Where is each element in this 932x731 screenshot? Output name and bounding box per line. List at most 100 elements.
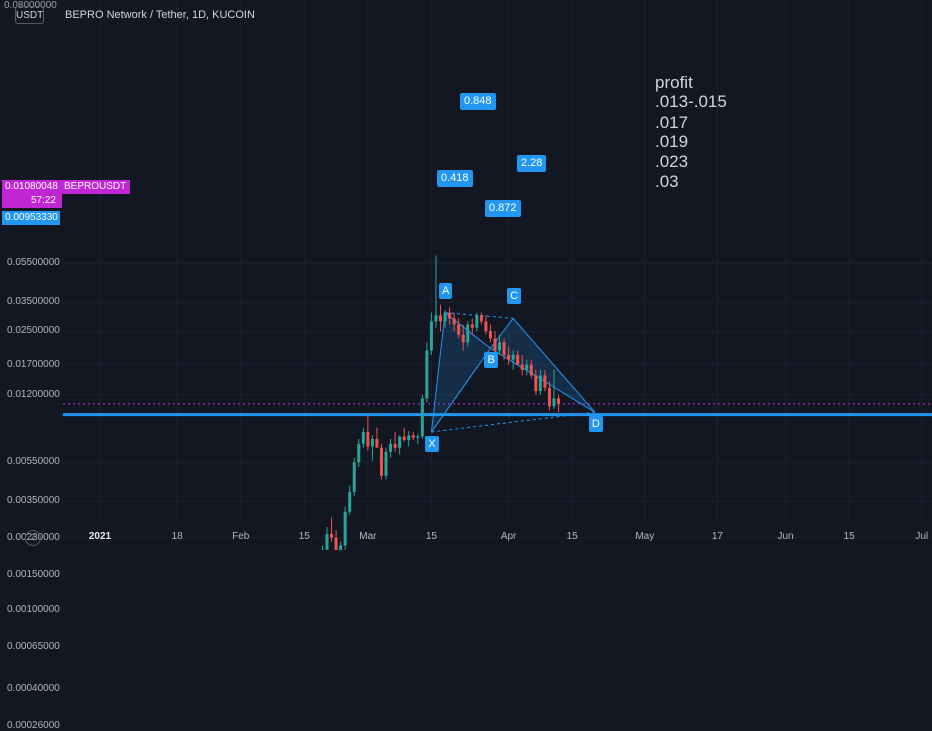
- candle-body: [398, 437, 401, 448]
- candle-body: [462, 335, 465, 343]
- note-target-3: .019: [655, 132, 688, 151]
- candle-body: [385, 452, 388, 476]
- candle-body: [498, 342, 501, 350]
- pattern-point-c[interactable]: C: [507, 288, 521, 304]
- ratio-label-cd[interactable]: 2.28: [517, 155, 546, 172]
- time-axis-label: Feb: [232, 531, 249, 542]
- candle-body: [416, 437, 419, 438]
- price-axis-label: 0.00040000: [7, 683, 60, 694]
- candle-body: [348, 492, 351, 512]
- candle-body: [353, 462, 356, 492]
- candle-body: [335, 538, 338, 550]
- price-axis-label: 0.01200000: [7, 389, 60, 400]
- candle-body: [512, 355, 515, 360]
- price-axis-label: 0.00150000: [7, 569, 60, 580]
- candles: [53, 255, 560, 550]
- candle-body: [471, 325, 474, 328]
- time-axis-label: 15: [426, 531, 437, 542]
- candle-body: [493, 338, 496, 350]
- price-axis-label: 0.03500000: [7, 296, 60, 307]
- time-axis-label: May: [635, 531, 654, 542]
- time-axis-label: 15: [299, 531, 310, 542]
- candle-body: [394, 444, 397, 448]
- candle-body: [521, 365, 524, 370]
- candle-body: [339, 545, 342, 550]
- candle-body: [412, 435, 415, 437]
- note-target-1: .013-.015: [655, 92, 727, 111]
- candle-body: [525, 365, 528, 370]
- candle-body: [553, 398, 556, 406]
- candle-body: [557, 398, 560, 403]
- candle-body: [366, 432, 369, 446]
- horizontal-line-price-tag: 0.00953330: [2, 211, 60, 225]
- note-target-2: .017: [655, 113, 688, 132]
- time-axis-label: Jul: [915, 531, 928, 542]
- candle-body: [530, 365, 533, 376]
- current-price-tag: 0.01080048: [2, 180, 62, 194]
- price-axis-label: 0.00065000: [7, 641, 60, 652]
- candle-body: [326, 534, 329, 550]
- candlestick-chart[interactable]: [0, 0, 932, 550]
- price-axis-label: 0.00100000: [7, 604, 60, 615]
- candle-body: [466, 325, 469, 343]
- candle-body: [380, 448, 383, 476]
- time-axis-label: Mar: [359, 531, 376, 542]
- candle-body: [434, 315, 437, 321]
- candle-body: [534, 375, 537, 391]
- time-axis-label: Apr: [501, 531, 517, 542]
- time-axis-label: 17: [712, 531, 723, 542]
- candle-body: [375, 439, 378, 448]
- note-target-5: .03: [655, 172, 679, 191]
- candle-body: [507, 355, 510, 360]
- candle-body: [516, 355, 519, 365]
- currency-badge[interactable]: USDT: [15, 6, 44, 24]
- candle-body: [430, 321, 433, 350]
- pattern-point-a[interactable]: A: [439, 283, 452, 299]
- time-axis-label: Jun: [777, 531, 793, 542]
- candle-body: [407, 435, 410, 440]
- candle-body: [480, 315, 483, 321]
- ratio-label-ab[interactable]: 0.848: [460, 93, 496, 110]
- bar-countdown: 57:22: [2, 194, 62, 208]
- ratio-label-xb[interactable]: 0.418: [437, 170, 473, 187]
- note-target-4: .023: [655, 152, 688, 171]
- candle-body: [539, 375, 542, 391]
- symbol-tag: BEPROUSDT: [60, 180, 130, 194]
- candle-body: [425, 351, 428, 399]
- price-axis-label: 0.00026000: [7, 720, 60, 731]
- candle-body: [357, 444, 360, 462]
- candle-body: [457, 325, 460, 335]
- pattern-point-b[interactable]: B: [484, 352, 497, 368]
- chart-grid: [63, 0, 932, 550]
- candle-body: [344, 512, 347, 546]
- candle-body: [403, 437, 406, 441]
- candle-body: [362, 432, 365, 444]
- candle-body: [548, 388, 551, 406]
- candle-body: [453, 318, 456, 324]
- candle-body: [484, 321, 487, 331]
- pattern-line-ac: [445, 313, 513, 319]
- candle-body: [489, 331, 492, 338]
- time-axis-label: 15: [567, 531, 578, 542]
- time-axis-label: 15: [844, 531, 855, 542]
- candle-body: [444, 313, 447, 322]
- candle-body: [475, 315, 478, 327]
- pattern-point-d[interactable]: D: [589, 416, 603, 432]
- pattern-triangle-bcd: [490, 318, 594, 412]
- time-axis-label: 18: [172, 531, 183, 542]
- price-axis-label: 0.05500000: [7, 257, 60, 268]
- chart-title: BEPRO Network / Tether, 1D, KUCOIN: [65, 9, 255, 21]
- candle-body: [543, 375, 546, 387]
- price-axis-label: 0.02500000: [7, 325, 60, 336]
- time-axis-label: 2021: [89, 531, 111, 542]
- price-axis-label: 0.00550000: [7, 456, 60, 467]
- ratio-label-xd[interactable]: 0.872: [485, 200, 521, 217]
- price-axis-label: 0.01700000: [7, 359, 60, 370]
- candle-body: [421, 398, 424, 436]
- candle-body: [371, 439, 374, 447]
- candle-body: [439, 315, 442, 321]
- candle-body: [448, 313, 451, 319]
- pattern-point-x[interactable]: X: [425, 436, 438, 452]
- candle-body: [330, 534, 333, 538]
- timezone-icon[interactable]: Z: [25, 530, 41, 546]
